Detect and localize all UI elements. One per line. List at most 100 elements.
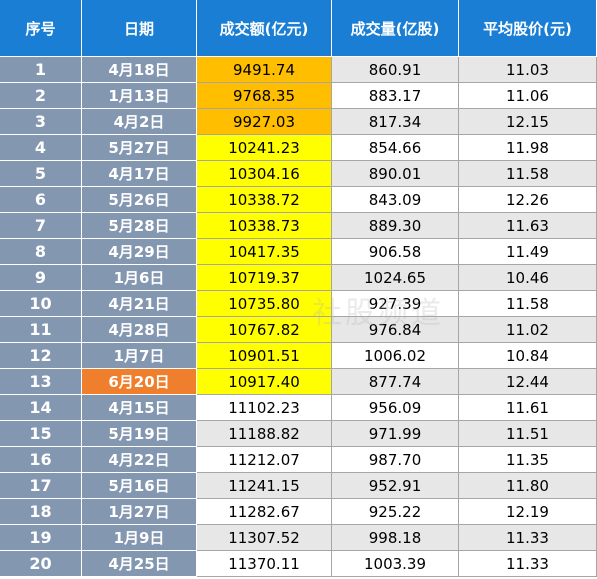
cell-index: 3 — [0, 109, 82, 135]
table-row: 2 1月13日 9768.35 883.17 11.06 — [0, 83, 597, 109]
cell-date: 4月22日 — [82, 447, 197, 473]
cell-avg-price: 11.58 — [459, 291, 597, 317]
cell-amount: 10719.37 — [197, 265, 332, 291]
cell-avg-price: 12.26 — [459, 187, 597, 213]
cell-amount: 11188.82 — [197, 421, 332, 447]
cell-avg-price: 11.58 — [459, 161, 597, 187]
cell-volume: 1003.39 — [332, 551, 459, 577]
table-row: 6 5月26日 10338.72 843.09 12.26 — [0, 187, 597, 213]
table-row: 4 5月27日 10241.23 854.66 11.98 — [0, 135, 597, 161]
cell-avg-price: 11.06 — [459, 83, 597, 109]
cell-date: 5月16日 — [82, 473, 197, 499]
cell-volume: 890.01 — [332, 161, 459, 187]
table-row: 1 4月18日 9491.74 860.91 11.03 — [0, 57, 597, 83]
cell-volume: 817.34 — [332, 109, 459, 135]
table-row: 13 6月20日 10917.40 877.74 12.44 — [0, 369, 597, 395]
cell-amount: 10735.80 — [197, 291, 332, 317]
cell-index: 10 — [0, 291, 82, 317]
cell-index: 8 — [0, 239, 82, 265]
header-date: 日期 — [82, 0, 197, 56]
cell-volume: 925.22 — [332, 499, 459, 525]
cell-index: 16 — [0, 447, 82, 473]
cell-date: 4月21日 — [82, 291, 197, 317]
table-row: 3 4月2日 9927.03 817.34 12.15 — [0, 109, 597, 135]
cell-date: 1月13日 — [82, 83, 197, 109]
cell-date: 5月27日 — [82, 135, 197, 161]
cell-volume: 971.99 — [332, 421, 459, 447]
cell-avg-price: 10.84 — [459, 343, 597, 369]
header-avg-price: 平均股价(元) — [459, 0, 597, 56]
cell-date: 5月28日 — [82, 213, 197, 239]
header-volume: 成交量(亿股) — [332, 0, 459, 56]
cell-avg-price: 10.46 — [459, 265, 597, 291]
table-row: 12 1月7日 10901.51 1006.02 10.84 — [0, 343, 597, 369]
cell-amount: 10417.35 — [197, 239, 332, 265]
cell-index: 5 — [0, 161, 82, 187]
table-row: 18 1月27日 11282.67 925.22 12.19 — [0, 499, 597, 525]
table-row: 20 4月25日 11370.11 1003.39 11.33 — [0, 551, 597, 577]
table-row: 8 4月29日 10417.35 906.58 11.49 — [0, 239, 597, 265]
cell-avg-price: 11.98 — [459, 135, 597, 161]
cell-index: 9 — [0, 265, 82, 291]
cell-volume: 927.39 — [332, 291, 459, 317]
cell-date: 4月29日 — [82, 239, 197, 265]
cell-volume: 843.09 — [332, 187, 459, 213]
cell-avg-price: 11.03 — [459, 57, 597, 83]
cell-volume: 952.91 — [332, 473, 459, 499]
cell-index: 17 — [0, 473, 82, 499]
cell-index: 12 — [0, 343, 82, 369]
cell-index: 19 — [0, 525, 82, 551]
cell-amount: 10901.51 — [197, 343, 332, 369]
header-amount: 成交额(亿元) — [197, 0, 332, 56]
cell-date: 4月18日 — [82, 57, 197, 83]
table-row: 14 4月15日 11102.23 956.09 11.61 — [0, 395, 597, 421]
cell-index: 20 — [0, 551, 82, 577]
cell-volume: 883.17 — [332, 83, 459, 109]
cell-volume: 1006.02 — [332, 343, 459, 369]
table-row: 7 5月28日 10338.73 889.30 11.63 — [0, 213, 597, 239]
cell-index: 1 — [0, 57, 82, 83]
cell-avg-price: 11.80 — [459, 473, 597, 499]
cell-date: 4月25日 — [82, 551, 197, 577]
cell-amount: 9491.74 — [197, 57, 332, 83]
table-header: 序号 日期 成交额(亿元) 成交量(亿股) 平均股价(元) — [0, 0, 597, 56]
table-row: 19 1月9日 11307.52 998.18 11.33 — [0, 525, 597, 551]
table-row: 16 4月22日 11212.07 987.70 11.35 — [0, 447, 597, 473]
cell-date: 5月26日 — [82, 187, 197, 213]
cell-index: 2 — [0, 83, 82, 109]
cell-volume: 889.30 — [332, 213, 459, 239]
cell-index: 11 — [0, 317, 82, 343]
cell-avg-price: 11.33 — [459, 525, 597, 551]
cell-amount: 11282.67 — [197, 499, 332, 525]
cell-avg-price: 11.33 — [459, 551, 597, 577]
cell-date: 4月17日 — [82, 161, 197, 187]
cell-volume: 987.70 — [332, 447, 459, 473]
cell-avg-price: 12.15 — [459, 109, 597, 135]
cell-index: 7 — [0, 213, 82, 239]
cell-avg-price: 11.51 — [459, 421, 597, 447]
cell-date: 5月19日 — [82, 421, 197, 447]
cell-avg-price: 11.02 — [459, 317, 597, 343]
table-row: 11 4月28日 10767.82 976.84 11.02 — [0, 317, 597, 343]
cell-amount: 11370.11 — [197, 551, 332, 577]
table-row: 15 5月19日 11188.82 971.99 11.51 — [0, 421, 597, 447]
table-row: 9 1月6日 10719.37 1024.65 10.46 — [0, 265, 597, 291]
cell-index: 6 — [0, 187, 82, 213]
cell-amount: 10304.16 — [197, 161, 332, 187]
cell-volume: 998.18 — [332, 525, 459, 551]
cell-amount: 9768.35 — [197, 83, 332, 109]
cell-index: 4 — [0, 135, 82, 161]
cell-date: 4月15日 — [82, 395, 197, 421]
cell-amount: 11212.07 — [197, 447, 332, 473]
cell-date: 6月20日 — [82, 369, 197, 395]
cell-volume: 1024.65 — [332, 265, 459, 291]
cell-avg-price: 12.19 — [459, 499, 597, 525]
cell-index: 18 — [0, 499, 82, 525]
cell-avg-price: 11.49 — [459, 239, 597, 265]
cell-volume: 854.66 — [332, 135, 459, 161]
cell-amount: 10767.82 — [197, 317, 332, 343]
cell-avg-price: 11.35 — [459, 447, 597, 473]
cell-date: 1月27日 — [82, 499, 197, 525]
cell-avg-price: 12.44 — [459, 369, 597, 395]
